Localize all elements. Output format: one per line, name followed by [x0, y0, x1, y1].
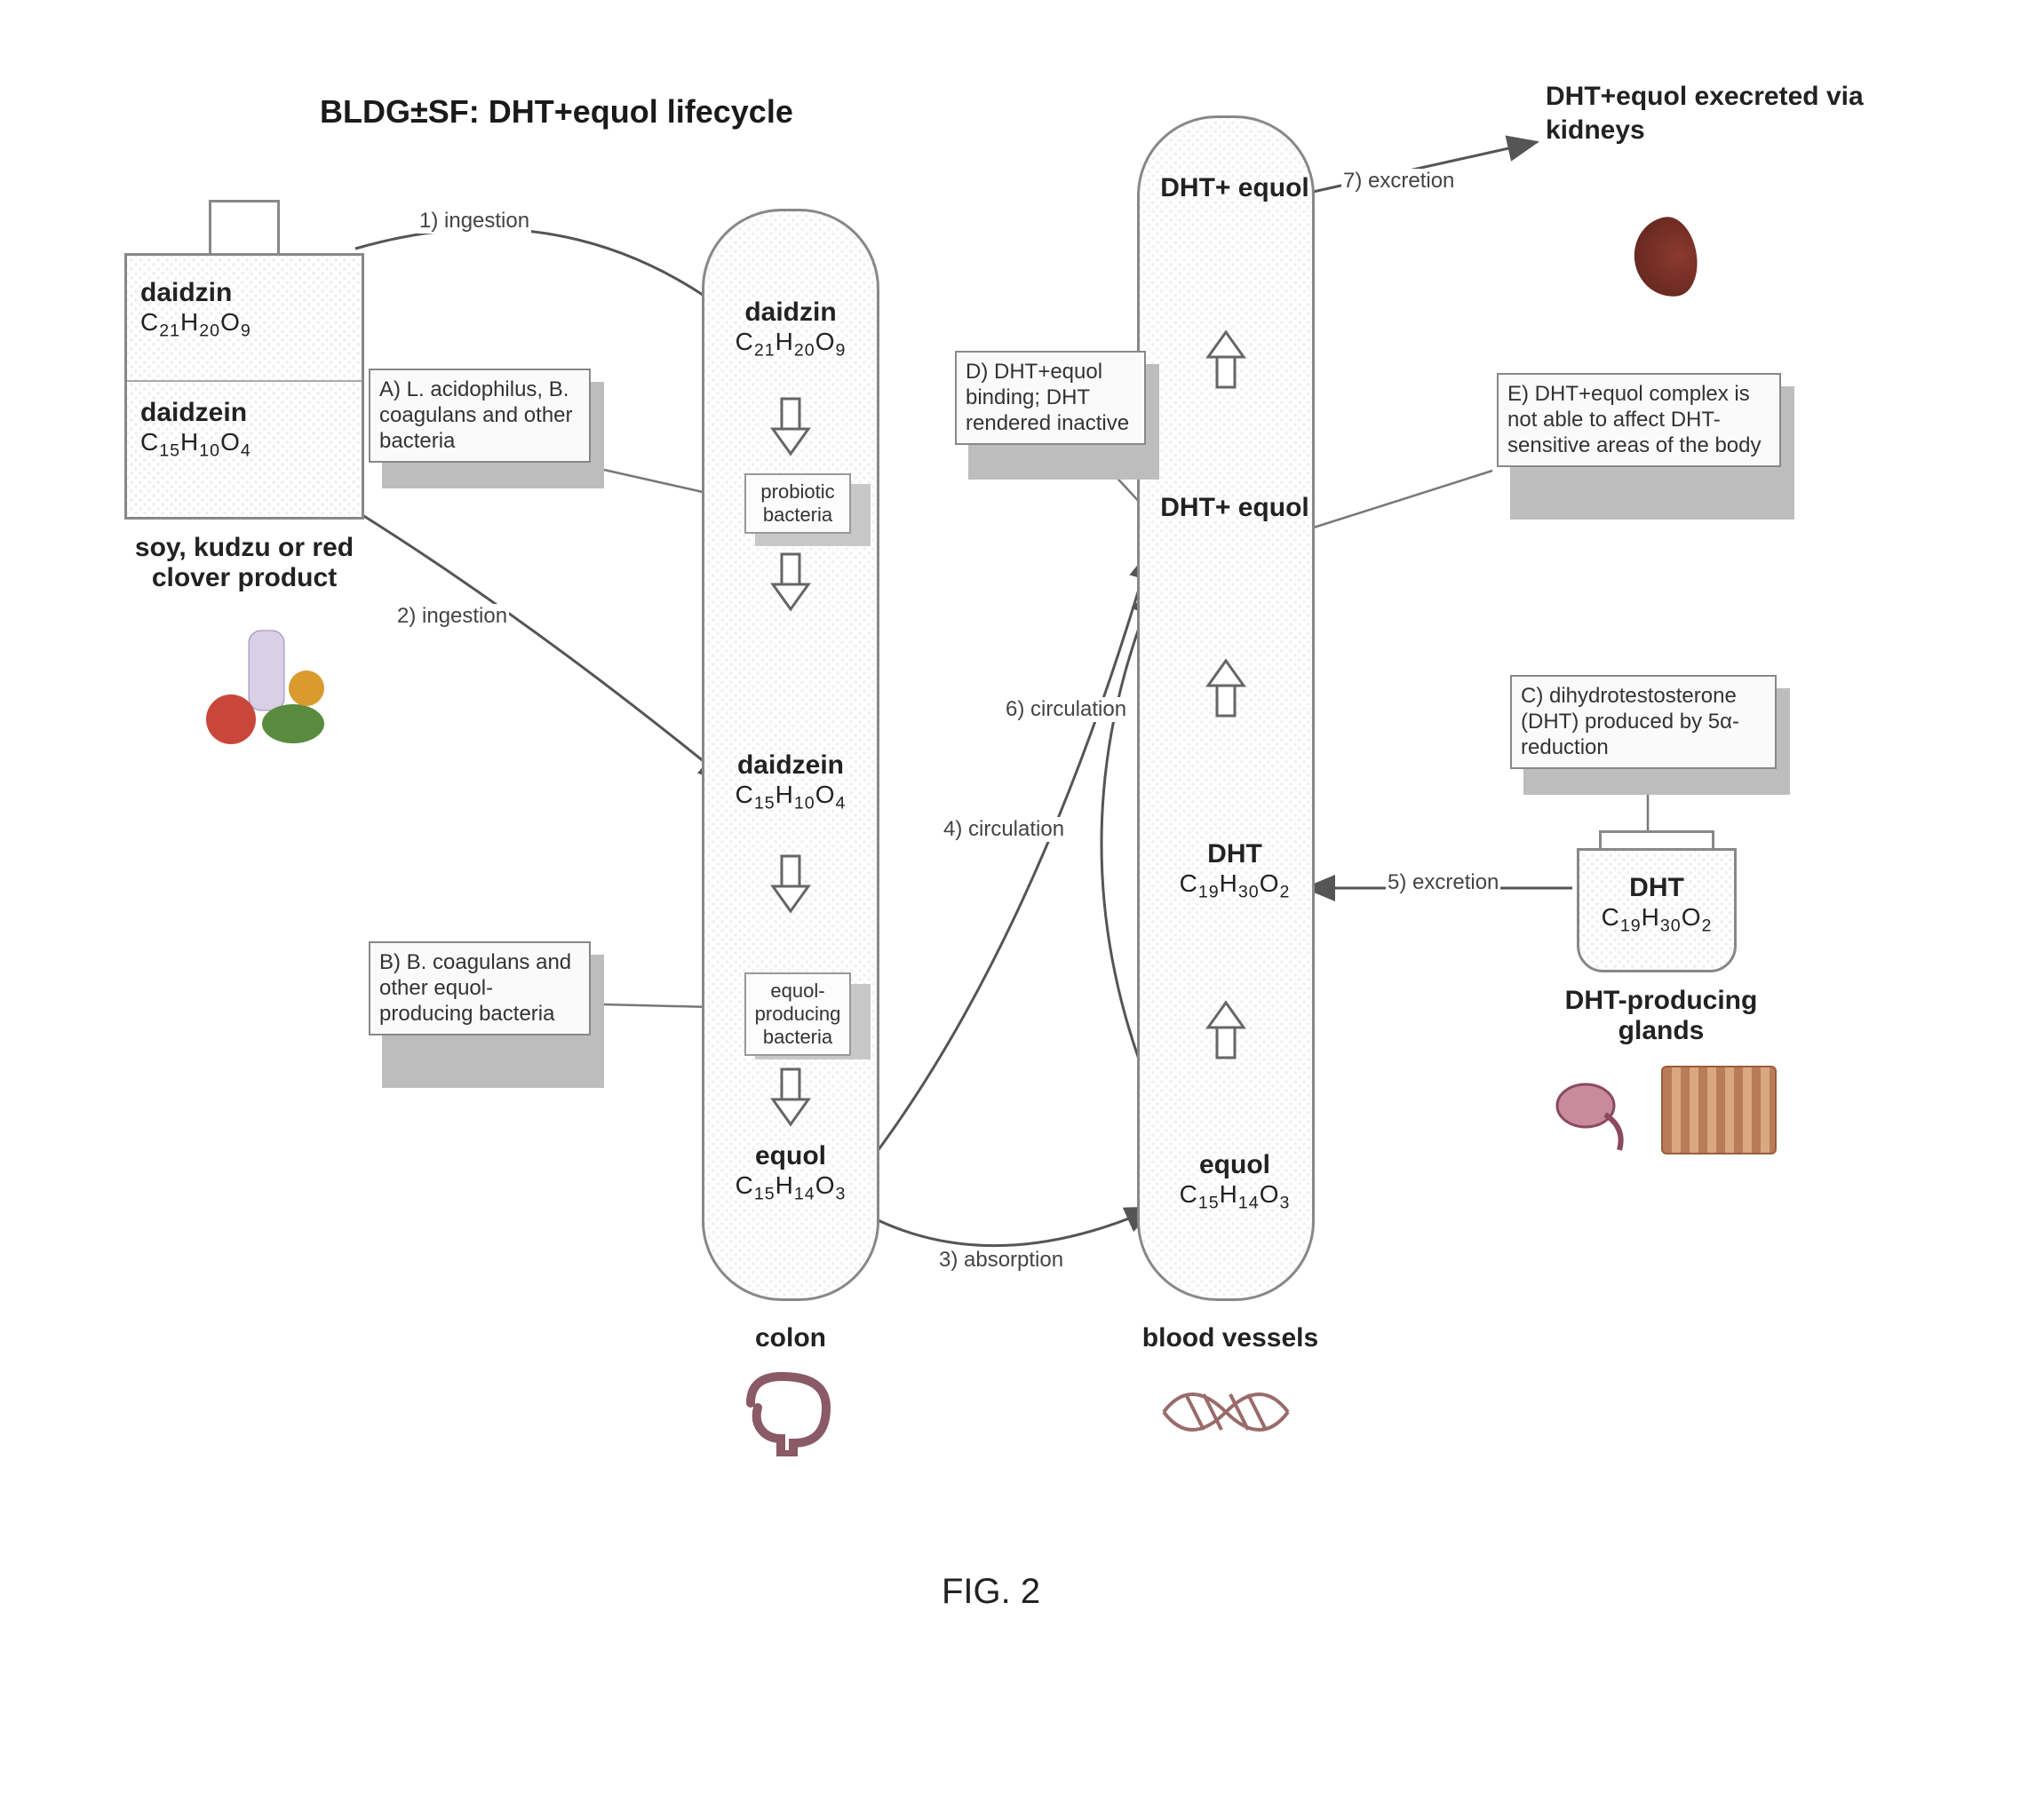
tissue-icon: [1661, 1066, 1777, 1154]
edge-label-1: 1) ingestion: [418, 209, 531, 234]
colon-icon: [742, 1368, 839, 1456]
gland-caption: DHT-producing glands: [1528, 986, 1794, 1046]
blood-slot-1-name: DHT+ equol: [1146, 493, 1324, 524]
food-icon: [195, 622, 346, 755]
edge-label-5: 5) excretion: [1386, 870, 1500, 895]
up-arrow-icon: [1204, 999, 1248, 1061]
source-item-1-name: daidzein: [140, 398, 354, 428]
bottle-neck: [209, 200, 280, 253]
blood-caption: blood vessels: [1128, 1323, 1332, 1353]
blood-vessel-icon: [1155, 1368, 1297, 1456]
blood-slot-0-name: DHT+ equol: [1146, 173, 1324, 204]
colon-slot-1-name: daidzein: [711, 750, 871, 781]
source-item-1-formula: C15H10O4: [140, 428, 354, 462]
note-D: D) DHT+equol binding; DHT rendered inact…: [955, 351, 1146, 445]
edge-label-7: 7) excretion: [1341, 169, 1456, 194]
excretion-caption: DHT+equol execreted via kidneys: [1546, 80, 1865, 147]
up-arrow-icon: [1204, 657, 1248, 719]
source-item-0-name: daidzin: [140, 278, 354, 308]
down-arrow-icon: [768, 551, 813, 613]
note-E: E) DHT+equol complex is not able to affe…: [1497, 373, 1781, 467]
gland-icon: [1550, 1066, 1639, 1154]
procbox-0: probiotic bacteria: [744, 473, 851, 534]
blood-slot-2-formula: C19H30O2: [1146, 869, 1324, 903]
gland-lid: [1599, 830, 1714, 848]
source-bottle: daidzin C21H20O9 daidzein C15H10O4: [124, 253, 364, 520]
up-arrow-icon: [1204, 329, 1248, 391]
down-arrow-icon: [768, 1066, 813, 1128]
diagram-title: BLDG±SF: DHT+equol lifecycle: [320, 93, 793, 131]
edge-label-3: 3) absorption: [937, 1248, 1065, 1273]
note-B: B) B. coagulans and other equol-producin…: [369, 941, 591, 1035]
colon-slot-2-formula: C15H14O3: [711, 1171, 871, 1205]
blood-slot-3-name: equol: [1146, 1150, 1324, 1180]
source-item-0-formula: C21H20O9: [140, 308, 354, 342]
gland-jar: DHT C19H30O2: [1577, 848, 1737, 972]
colon-slot-2-name: equol: [711, 1141, 871, 1171]
edge-label-4: 4) circulation: [942, 817, 1066, 842]
gland-slot-name: DHT: [1579, 873, 1734, 903]
colon-slot-0-name: daidzin: [711, 298, 871, 328]
down-arrow-icon: [768, 395, 813, 457]
note-A: A) L. acidophilus, B. coagulans and othe…: [369, 369, 591, 463]
source-caption: soy, kudzu or red clover product: [98, 533, 391, 593]
blood-slot-2-name: DHT: [1146, 839, 1324, 869]
edge-label-6: 6) circulation: [1004, 697, 1128, 722]
figure-label: FIG. 2: [942, 1572, 1040, 1612]
colon-slot-0-formula: C21H20O9: [711, 328, 871, 361]
down-arrow-icon: [768, 853, 813, 915]
blood-slot-3-formula: C15H14O3: [1146, 1180, 1324, 1214]
procbox-1: equol-producing bacteria: [744, 972, 851, 1056]
edge-label-2: 2) ingestion: [395, 604, 509, 629]
gland-slot-formula: C19H30O2: [1579, 903, 1734, 937]
colon-slot-1-formula: C15H10O4: [711, 781, 871, 814]
kidney-icon: [1628, 213, 1704, 303]
note-C: C) dihydrotestosterone (DHT) produced by…: [1510, 675, 1777, 769]
colon-caption: colon: [720, 1323, 862, 1353]
